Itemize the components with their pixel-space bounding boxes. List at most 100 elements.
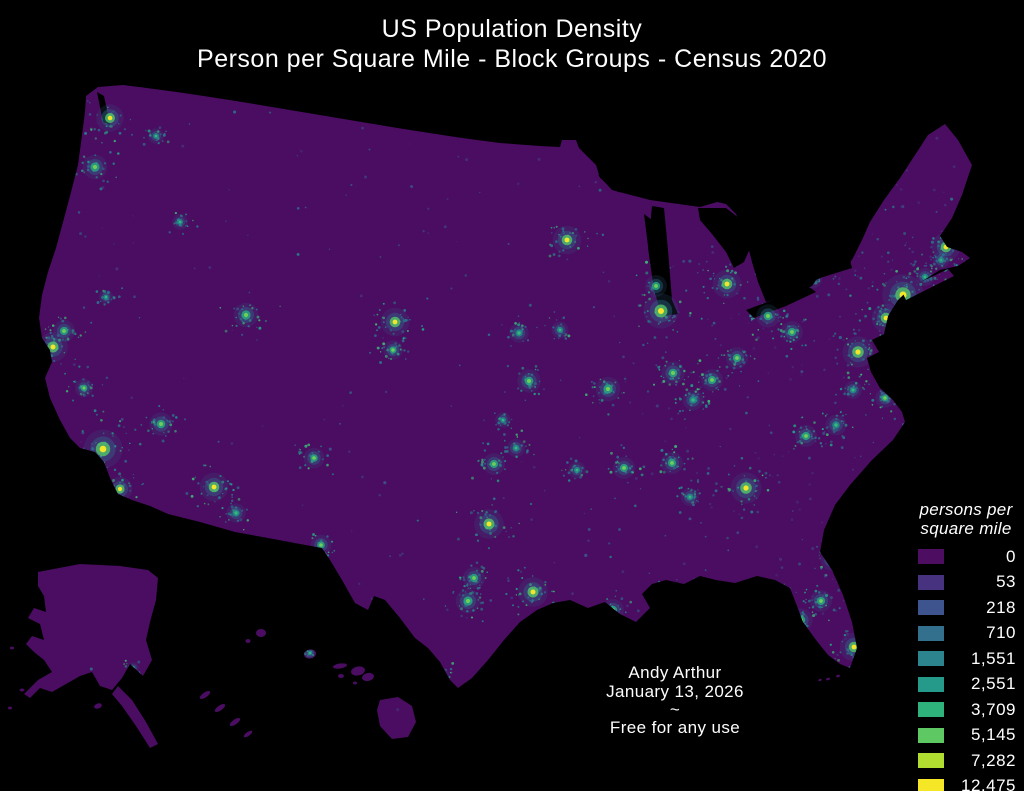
city-glow bbox=[226, 503, 246, 523]
island-shape bbox=[19, 688, 25, 692]
city-glow bbox=[495, 412, 511, 428]
island-shape bbox=[353, 681, 357, 685]
lake-shape bbox=[598, 175, 724, 207]
city-glow bbox=[795, 425, 817, 447]
legend-row: 53 bbox=[914, 570, 1018, 596]
land-shape bbox=[902, 269, 954, 300]
lake-shape bbox=[644, 214, 656, 252]
city-glow bbox=[932, 251, 950, 269]
island-shape bbox=[245, 639, 251, 643]
city-glow bbox=[474, 509, 504, 539]
island-shape bbox=[826, 677, 830, 681]
city-glow bbox=[810, 590, 832, 612]
land-shape bbox=[112, 686, 158, 748]
map-title-line1: US Population Density bbox=[381, 15, 643, 43]
city-glow bbox=[842, 336, 874, 368]
city-glow bbox=[303, 447, 325, 469]
legend-row: 1,551 bbox=[914, 646, 1018, 672]
city-glow bbox=[781, 321, 803, 343]
legend-value: 53 bbox=[996, 572, 1016, 592]
legend-value: 710 bbox=[986, 623, 1016, 643]
attribution-license: Free for any use bbox=[609, 718, 741, 737]
city-glow bbox=[53, 320, 75, 342]
city-glow bbox=[701, 369, 723, 391]
city-glow bbox=[463, 567, 485, 589]
island-shape bbox=[214, 703, 226, 713]
city-glow bbox=[730, 472, 762, 504]
city-glow bbox=[74, 378, 94, 398]
island-shape bbox=[836, 674, 840, 678]
city-glow bbox=[199, 472, 229, 502]
attribution-separator: ~ bbox=[669, 700, 681, 719]
legend-row: 218 bbox=[914, 595, 1018, 621]
island-shape bbox=[10, 646, 14, 650]
city-glow bbox=[172, 214, 188, 230]
legend-value: 2,551 bbox=[970, 674, 1016, 694]
city-glow bbox=[455, 588, 481, 614]
city-glow bbox=[712, 269, 742, 299]
city-glow bbox=[380, 307, 410, 337]
city-glow bbox=[98, 289, 114, 305]
lake-shape bbox=[802, 260, 852, 281]
legend-swatch bbox=[918, 753, 944, 769]
city-glow bbox=[551, 321, 569, 339]
legend-swatch bbox=[918, 727, 944, 743]
island-shape bbox=[229, 717, 241, 727]
legend-swatch bbox=[918, 574, 944, 590]
city-glow bbox=[483, 453, 505, 475]
island-shape bbox=[333, 663, 347, 669]
legend-row: 0 bbox=[914, 544, 1018, 570]
city-glow bbox=[233, 302, 259, 328]
island-shape bbox=[362, 672, 374, 682]
legend-swatch bbox=[918, 702, 944, 718]
land-shape bbox=[377, 697, 416, 739]
city-glow bbox=[518, 577, 548, 607]
city-glow bbox=[726, 347, 748, 369]
city-glow bbox=[643, 293, 679, 329]
city-glow bbox=[661, 361, 685, 385]
city-glow bbox=[506, 438, 526, 458]
map-title: US Population Density Person per Square … bbox=[0, 14, 1024, 74]
legend-swatch bbox=[918, 600, 944, 616]
city-glow bbox=[148, 128, 164, 144]
city-glow bbox=[552, 225, 582, 255]
legend-swatch bbox=[918, 651, 944, 667]
legend-row: 3,709 bbox=[914, 697, 1018, 723]
city-glow bbox=[595, 376, 621, 402]
legend-value: 218 bbox=[986, 597, 1016, 617]
legend-value: 1,551 bbox=[970, 648, 1016, 668]
city-glow bbox=[756, 304, 780, 328]
island-shape bbox=[243, 730, 253, 738]
island-shape bbox=[8, 706, 12, 710]
island-shape bbox=[351, 666, 365, 676]
legend-rows: 0 53 218 710 1,551 2,551 3,709 5,145 7,282 12,475 bbox=[914, 544, 1018, 791]
legend-value: 5,145 bbox=[970, 725, 1016, 745]
lake-shape bbox=[698, 208, 752, 268]
legend-row: 12,475 bbox=[914, 774, 1018, 791]
city-glow bbox=[517, 369, 541, 393]
island-shape bbox=[256, 629, 266, 637]
city-glow bbox=[843, 380, 863, 400]
island-shape bbox=[338, 674, 344, 678]
city-glow bbox=[149, 412, 173, 436]
island-shape bbox=[94, 703, 102, 709]
legend-swatch bbox=[918, 676, 944, 692]
legend-row: 5,145 bbox=[914, 723, 1018, 749]
legend-row: 7,282 bbox=[914, 748, 1018, 774]
attribution-date: January 13, 2026 bbox=[606, 682, 744, 701]
city-glow bbox=[661, 452, 683, 474]
legend-heading: persons per square mile bbox=[914, 500, 1018, 538]
city-glow bbox=[107, 476, 133, 502]
legend-row: 710 bbox=[914, 621, 1018, 647]
legend-row: 2,551 bbox=[914, 672, 1018, 698]
legend-heading-line2: square mile bbox=[920, 519, 1012, 538]
city-glow bbox=[383, 340, 403, 360]
legend-value: 0 bbox=[1006, 546, 1016, 566]
city-glow bbox=[915, 267, 935, 287]
attribution-author: Andy Arthur bbox=[628, 663, 722, 682]
lake-shape bbox=[746, 286, 816, 318]
legend-value: 7,282 bbox=[970, 750, 1016, 770]
city-glow bbox=[645, 275, 667, 297]
